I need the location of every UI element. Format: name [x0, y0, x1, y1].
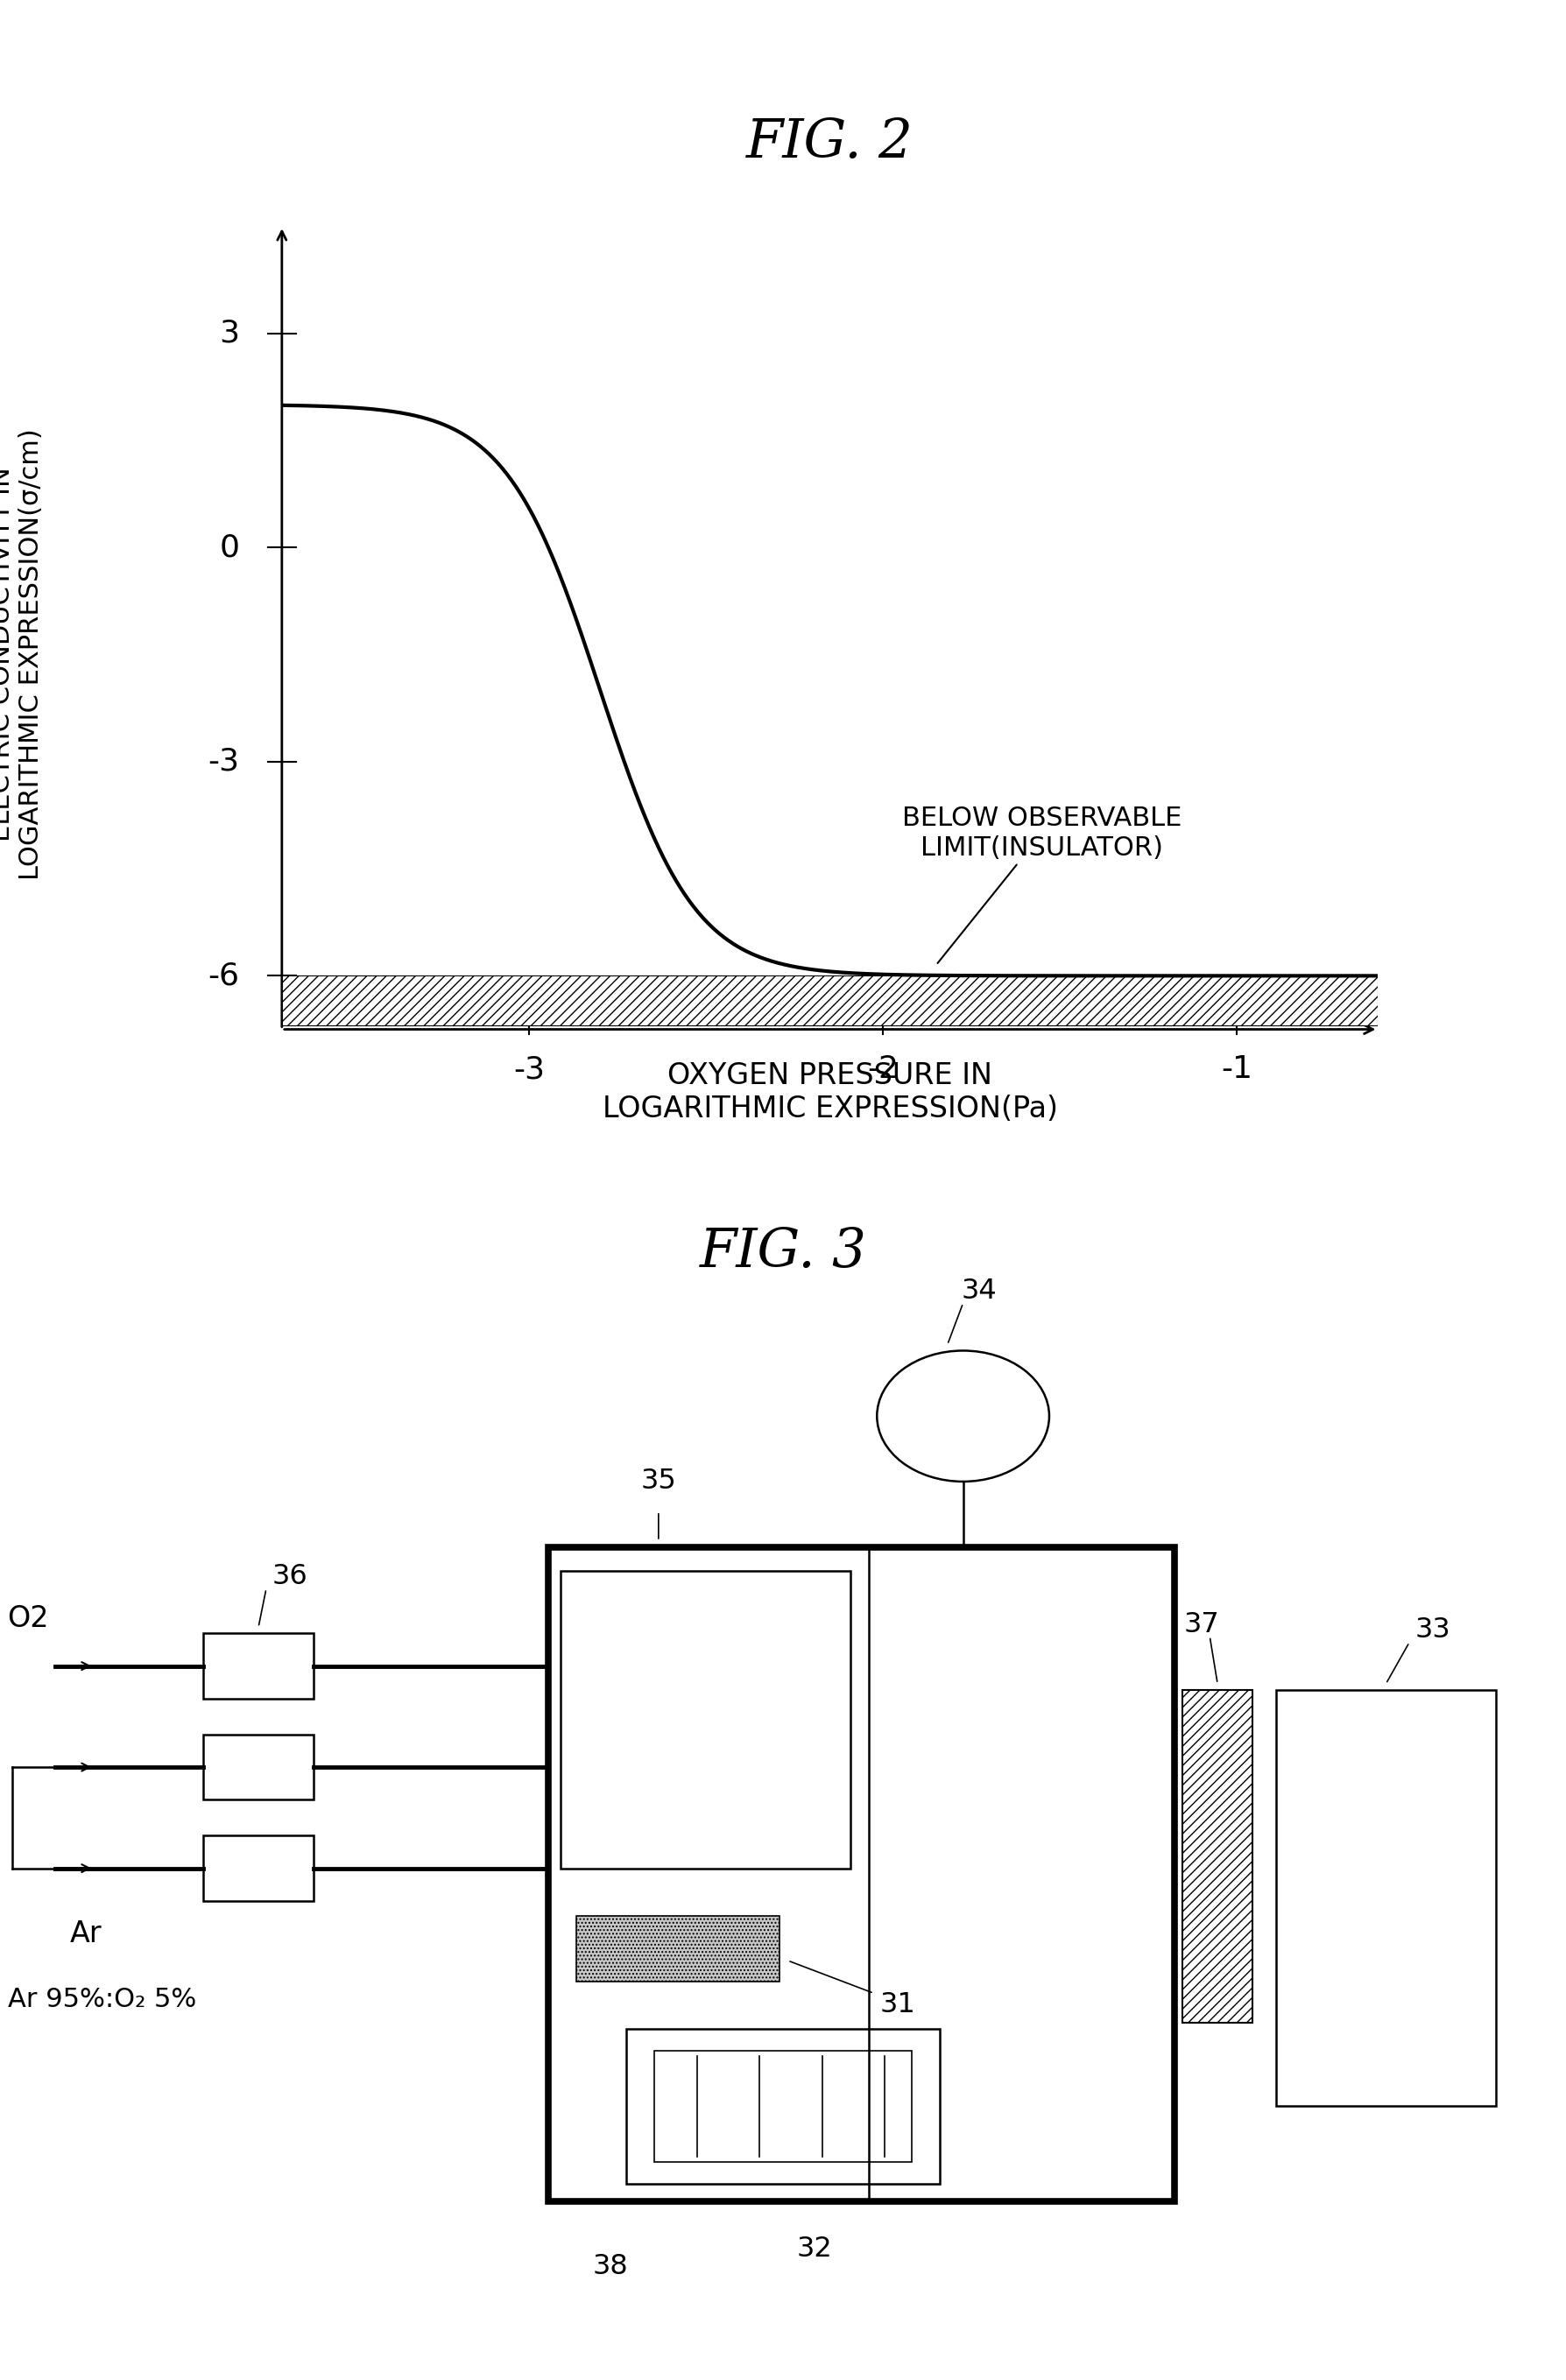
Bar [204, 1735, 313, 1799]
Text: 35: 35 [640, 1468, 677, 1495]
Bar [548, 1547, 1174, 2202]
Text: 38: 38 [594, 2254, 628, 2280]
Text: -2: -2 [868, 1054, 899, 1085]
Text: O2: O2 [8, 1604, 49, 1633]
Bar [204, 1835, 313, 1902]
Bar [282, 976, 1378, 1026]
Text: -3: -3 [208, 747, 240, 776]
Text: OXYGEN PRESSURE IN
LOGARITHMIC EXPRESSION(Pa): OXYGEN PRESSURE IN LOGARITHMIC EXPRESSIO… [603, 1061, 1057, 1123]
Text: Ar 95%:O₂ 5%: Ar 95%:O₂ 5% [8, 1987, 196, 2011]
Bar [576, 1916, 780, 1980]
Bar [204, 1633, 313, 1699]
Text: 32: 32 [797, 2235, 832, 2263]
Bar [561, 1571, 850, 1868]
Text: ELECTRIC CONDUCTIVITY IN
LOGARITHMIC EXPRESSION(σ/cm): ELECTRIC CONDUCTIVITY IN LOGARITHMIC EXP… [0, 428, 44, 881]
Text: 36: 36 [272, 1564, 307, 1590]
Bar [1276, 1690, 1496, 2106]
Text: 34: 34 [962, 1278, 996, 1304]
Bar [626, 2028, 940, 2185]
Text: FIG. 3: FIG. 3 [700, 1226, 866, 1278]
Text: 0: 0 [219, 533, 240, 562]
Text: 3: 3 [219, 319, 240, 347]
Text: Ar: Ar [70, 1918, 102, 1949]
Text: 33: 33 [1416, 1616, 1450, 1645]
Text: -3: -3 [514, 1054, 545, 1085]
Text: -6: -6 [208, 962, 240, 990]
Text: BELOW OBSERVABLE
LIMIT(INSULATOR): BELOW OBSERVABLE LIMIT(INSULATOR) [902, 804, 1182, 964]
Text: FIG. 2: FIG. 2 [747, 117, 913, 169]
Text: 31: 31 [880, 1992, 915, 2018]
Text: 37: 37 [1184, 1611, 1220, 1637]
Bar [1182, 1690, 1253, 2023]
Text: -1: -1 [1221, 1054, 1253, 1085]
Bar [655, 2049, 911, 2161]
